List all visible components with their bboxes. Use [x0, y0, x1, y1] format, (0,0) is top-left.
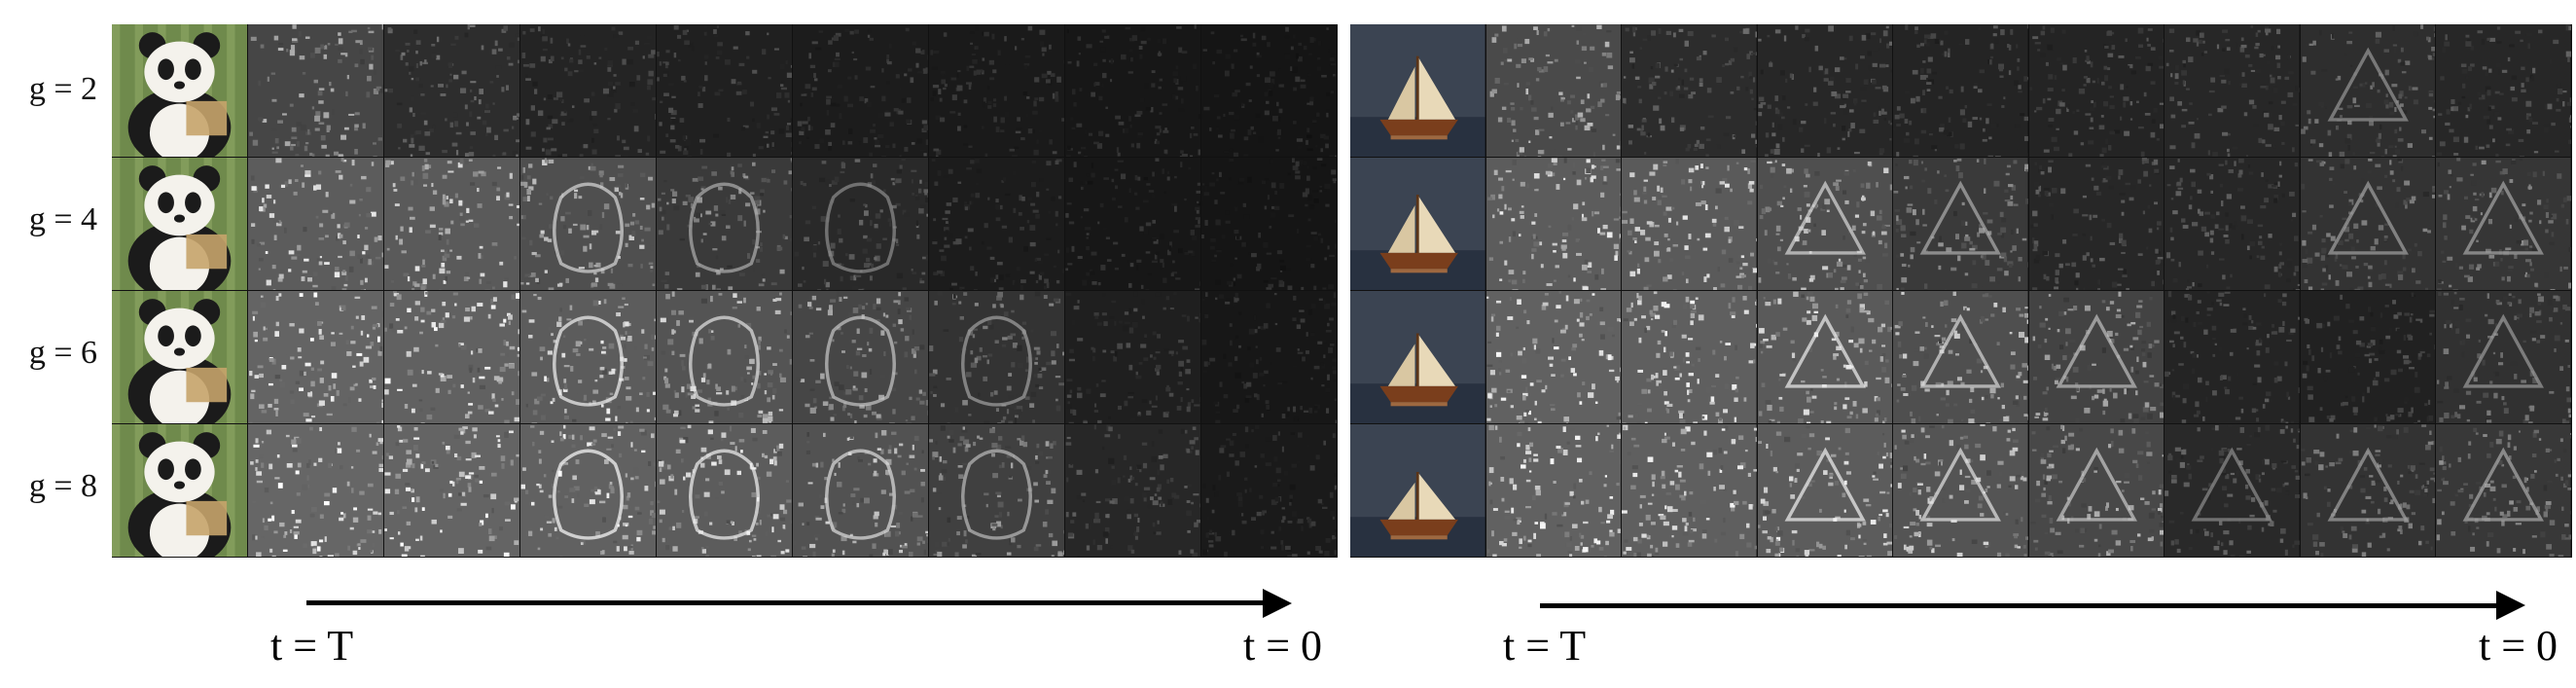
sailboat-attention-map [1758, 158, 1893, 290]
panda-attention-map [929, 24, 1064, 157]
row-label-g4: g = 4 [0, 200, 97, 239]
sailboat-attention-map [2165, 424, 2300, 557]
panda-thumbnail-image [112, 291, 247, 423]
panda-attention-map [1065, 424, 1200, 557]
axis-end-label-left: t = 0 [1243, 621, 1322, 670]
sailboat-attention-map [2436, 424, 2571, 557]
time-axis-arrow-right [1540, 603, 2498, 608]
panda-attention-map [1065, 291, 1200, 423]
panda-attention-map [929, 291, 1064, 423]
sailboat-attention-map [2029, 158, 2165, 290]
panda-attention-map [248, 24, 383, 157]
sailboat-attention-map [1893, 424, 2028, 557]
panda-attention-map [384, 291, 519, 423]
sailboat-thumbnail-image [1350, 158, 1485, 290]
sailboat-attention-map [2436, 291, 2571, 423]
sailboat-attention-map [2029, 24, 2165, 157]
panda-thumbnail-image [112, 424, 247, 557]
time-axis-arrow-left [306, 600, 1265, 605]
sailboat-thumbnail-image [1350, 24, 1485, 157]
sailboat-attention-map [1893, 291, 2028, 423]
panda-attention-map [384, 158, 519, 290]
panda-attention-map [1201, 291, 1337, 423]
panda-attention-map [520, 424, 656, 557]
sailboat-attention-map [2436, 158, 2571, 290]
panda-attention-map [793, 424, 928, 557]
sailboat-attention-map [1486, 158, 1622, 290]
panda-attention-map [520, 291, 656, 423]
panda-thumbnail-image [112, 158, 247, 290]
sailboat-attention-map [1486, 291, 1622, 423]
sailboat-attention-map [2301, 158, 2436, 290]
panda-attention-map [657, 24, 792, 157]
time-axis-arrowhead-right [2496, 591, 2525, 620]
panda-attention-map [793, 291, 928, 423]
panda-attention-map [793, 158, 928, 290]
panda-attention-map [1065, 24, 1200, 157]
panda-attention-map [793, 24, 928, 157]
sailboat-attention-map [1622, 424, 1757, 557]
panda-attention-map [248, 158, 383, 290]
sailboat-attention-map [1622, 24, 1757, 157]
sailboat-attention-map [2301, 291, 2436, 423]
sailboat-attention-map [2165, 291, 2300, 423]
panda-attention-map [657, 291, 792, 423]
sailboat-attention-map [1622, 291, 1757, 423]
sailboat-attention-map [2165, 158, 2300, 290]
sailboat-attention-map [2301, 24, 2436, 157]
sailboat-attention-map [2165, 24, 2300, 157]
sailboat-attention-map [1622, 158, 1757, 290]
panda-attention-map [520, 24, 656, 157]
row-label-g8: g = 8 [0, 467, 97, 506]
row-label-g6: g = 6 [0, 334, 97, 373]
panda-attention-map [1201, 158, 1337, 290]
sailboat-attention-map [1486, 424, 1622, 557]
panda-attention-map [1065, 158, 1200, 290]
axis-start-label-right: t = T [1503, 621, 1586, 670]
panda-attention-grid [112, 24, 1338, 558]
panda-attention-map [248, 291, 383, 423]
panda-attention-map [929, 424, 1064, 557]
panda-attention-map [657, 424, 792, 557]
panda-attention-map [384, 24, 519, 157]
panda-attention-map [929, 158, 1064, 290]
sailboat-attention-map [2029, 424, 2165, 557]
sailboat-attention-map [2301, 424, 2436, 557]
panda-attention-map [384, 424, 519, 557]
sailboat-attention-map [1758, 291, 1893, 423]
panda-attention-map [248, 424, 383, 557]
sailboat-attention-map [2029, 291, 2165, 423]
sailboat-attention-map [1893, 158, 2028, 290]
panda-attention-map [657, 158, 792, 290]
panda-attention-map [520, 158, 656, 290]
time-axis-arrowhead-left [1263, 589, 1292, 618]
sailboat-attention-map [2436, 24, 2571, 157]
sailboat-attention-map [1486, 24, 1622, 157]
row-label-g2: g = 2 [0, 70, 97, 109]
sailboat-thumbnail-image [1350, 291, 1485, 423]
sailboat-attention-grid [1350, 24, 2572, 558]
panda-thumbnail-image [112, 24, 247, 157]
axis-start-label-left: t = T [270, 621, 353, 670]
axis-end-label-right: t = 0 [2479, 621, 2558, 670]
panda-attention-map [1201, 24, 1337, 157]
panda-attention-map [1201, 424, 1337, 557]
sailboat-attention-map [1893, 24, 2028, 157]
sailboat-thumbnail-image [1350, 424, 1485, 557]
sailboat-attention-map [1758, 424, 1893, 557]
sailboat-attention-map [1758, 24, 1893, 157]
